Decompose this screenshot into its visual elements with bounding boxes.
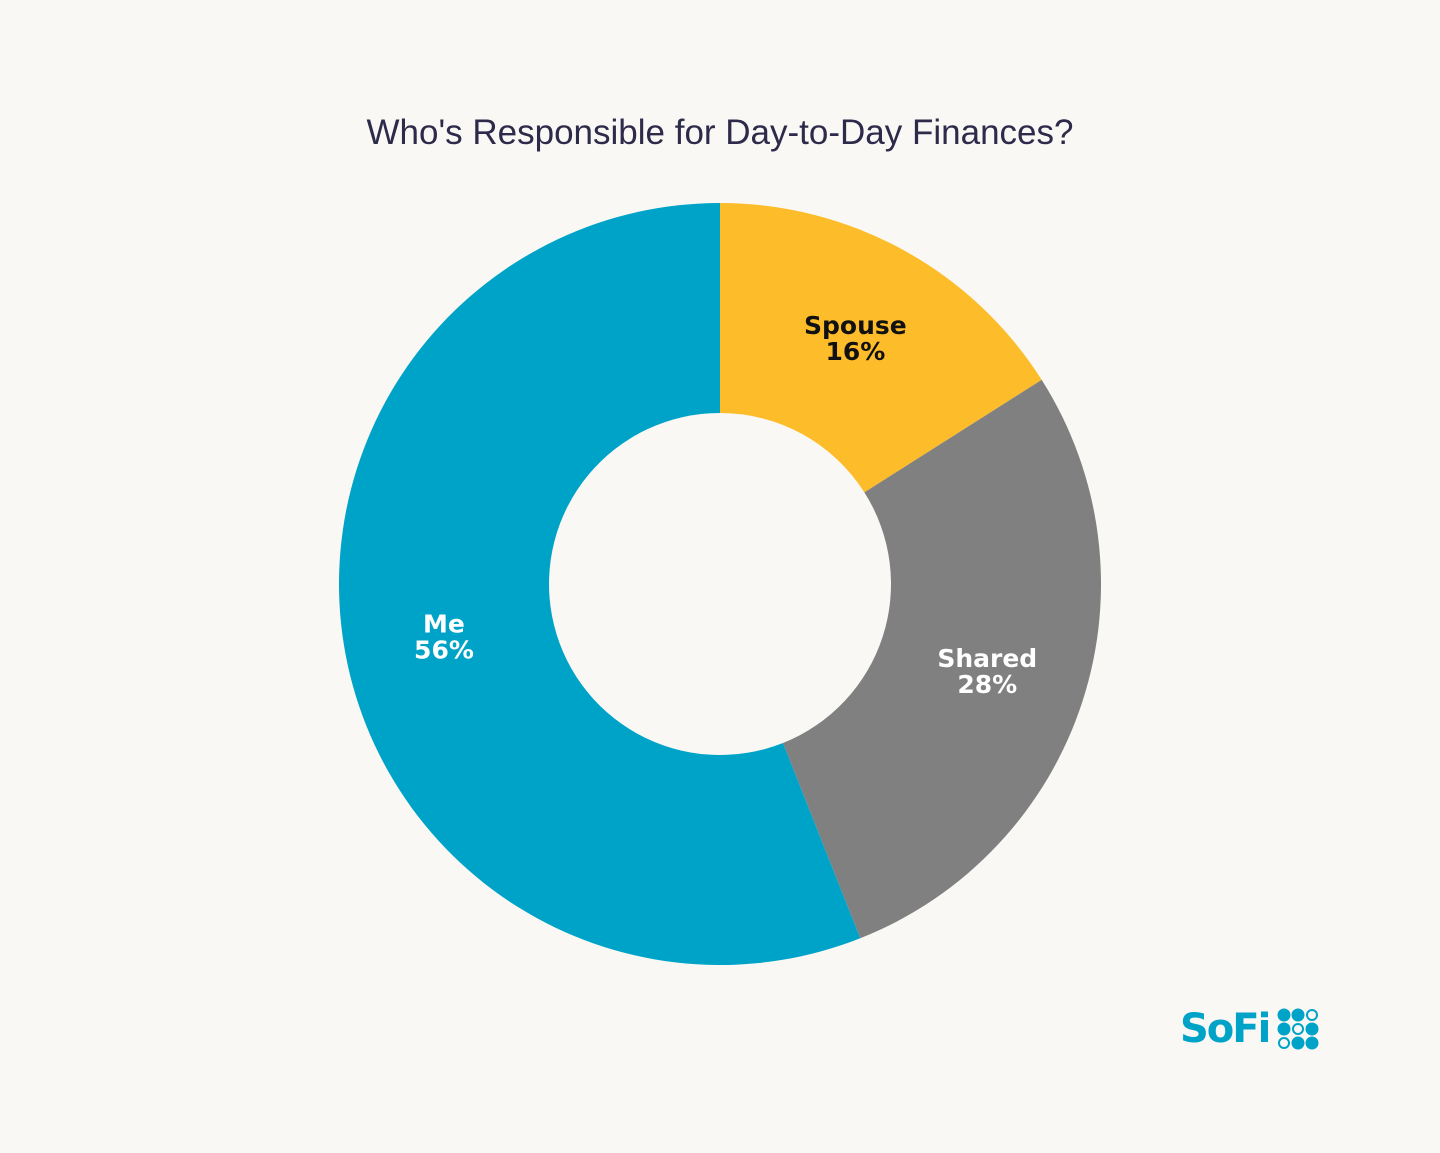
slice-me [338, 203, 861, 966]
slice-value-me: 56% [414, 636, 474, 665]
slice-shared [782, 379, 1101, 939]
sofi-dots-icon [1277, 1008, 1319, 1050]
slice-label-shared: Shared [937, 644, 1037, 673]
sofi-logo: SoFi [1180, 1006, 1323, 1052]
logo-text: SoFi [1180, 1006, 1271, 1052]
slice-value-spouse: 16% [825, 337, 885, 366]
chart-title: Who's Responsible for Day-to-Day Finance… [366, 113, 1074, 152]
slice-label-me: Me [423, 610, 465, 639]
slice-spouse [720, 203, 1042, 493]
slice-label-spouse: Spouse [804, 311, 907, 340]
slice-value-shared: 28% [957, 670, 1017, 699]
